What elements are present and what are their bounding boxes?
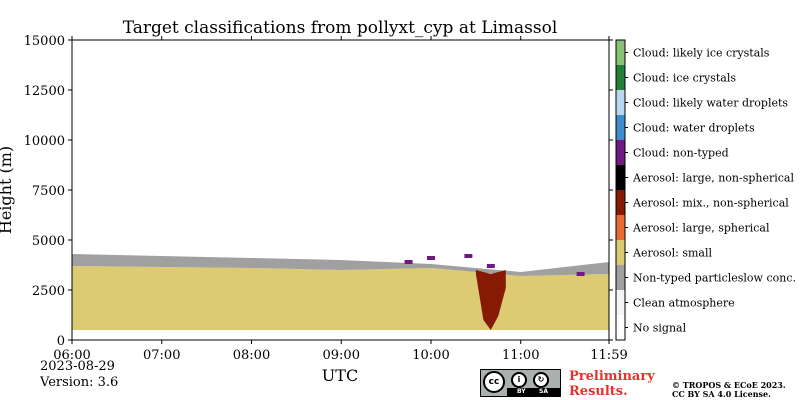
- y-tick-label: 5000: [32, 234, 65, 249]
- colorbar-swatch: [616, 65, 625, 90]
- colorbar-label: Clean atmosphere: [633, 297, 735, 310]
- colorbar-label: Aerosol: small: [632, 247, 712, 260]
- y-tick-label: 15000: [24, 34, 65, 49]
- colorbar-label: Aerosol: large, spherical: [632, 222, 770, 235]
- y-tick-label: 2500: [32, 284, 65, 299]
- y-axis-label: Height (m): [0, 146, 15, 234]
- colorbar-label: Cloud: water droplets: [633, 122, 755, 135]
- date-label: 2023-08-29: [40, 359, 115, 374]
- series-point-cloud-non-typed: [486, 264, 495, 268]
- colorbar-swatch: [616, 115, 625, 140]
- colorbar-swatch: [616, 90, 625, 115]
- series-band-aerosol-mix-non-spherical: [475, 270, 506, 330]
- colorbar-swatch: [616, 165, 625, 190]
- colorbar-swatch: [616, 140, 625, 165]
- x-tick-label: 08:00: [233, 348, 270, 363]
- colorbar: No signal Clean atmosphere Non-typed parti…: [615, 39, 796, 341]
- colorbar-swatch: [616, 240, 625, 265]
- x-axis-label: UTC: [322, 366, 358, 385]
- cc-license-badge: cc i ↻ BY SA: [480, 369, 561, 397]
- x-tick-label: 07:00: [143, 348, 180, 363]
- chart-title: Target classifications from pollyxt_cyp …: [123, 18, 558, 38]
- series-point-cloud-non-typed: [464, 254, 473, 258]
- colorbar-frame: [615, 39, 626, 341]
- by-attribution-icon: i: [511, 372, 527, 388]
- version-label: Version: 3.6: [40, 375, 119, 390]
- colorbar-label: Non-typed particleslow conc.: [633, 272, 796, 285]
- series-point-cloud-non-typed: [404, 260, 413, 264]
- colorbar-label: No signal: [633, 322, 687, 335]
- y-tick-label: 10000: [24, 134, 65, 149]
- colorbar-label: Cloud: ice crystals: [633, 72, 736, 85]
- cc-icon: cc: [483, 371, 505, 393]
- series-band-aerosol-small: [72, 266, 609, 330]
- colorbar-label: Cloud: likely water droplets: [633, 97, 788, 110]
- series-point-cloud-non-typed: [426, 256, 435, 260]
- preliminary-results-label: Preliminary Results.: [569, 369, 655, 399]
- license-strip: BY SA: [507, 388, 560, 396]
- x-tick-label: 06:00: [53, 348, 90, 363]
- series-point-cloud-non-typed: [576, 272, 585, 276]
- share-alike-icon: ↻: [533, 372, 549, 388]
- y-axis: 0 2500 5000 7500 10000 12500 15000: [24, 34, 613, 349]
- colorbar-swatch: [616, 315, 625, 340]
- colorbar-swatch: [616, 40, 625, 65]
- y-tick-label: 12500: [24, 84, 65, 99]
- colorbar-swatch: [616, 290, 625, 315]
- copyright-line-2: CC BY SA 4.0 License.: [672, 389, 771, 399]
- y-tick-label: 0: [57, 334, 65, 349]
- plot-area: [72, 40, 609, 340]
- copyright-line-1: © TROPOS & ECoE 2023.: [672, 380, 786, 390]
- x-tick-label: 11:59: [590, 348, 627, 363]
- x-tick-label: 10:00: [412, 348, 449, 363]
- license-sa-label: SA: [539, 388, 548, 395]
- series-band-non-typed-particleslow-conc-: [72, 254, 609, 276]
- x-tick-label: 11:00: [502, 348, 539, 363]
- y-tick-label: 7500: [32, 184, 65, 199]
- colorbar-swatch: [616, 215, 625, 240]
- colorbar-label: Cloud: likely ice crystals: [633, 47, 770, 60]
- colorbar-label: Cloud: non-typed: [633, 147, 729, 160]
- colorbar-swatch: [616, 265, 625, 290]
- colorbar-swatch: [616, 190, 625, 215]
- license-by-label: BY: [517, 388, 526, 395]
- colorbar-label: Aerosol: mix., non-spherical: [632, 197, 789, 210]
- colorbar-label: Aerosol: large, non-spherical: [632, 172, 794, 185]
- x-axis: 06:00 07:00 08:00 09:00 10:00 11:00 11:59: [53, 36, 628, 363]
- copyright-notice: © TROPOS & ECoE 2023. CC BY SA 4.0 Licen…: [672, 381, 786, 399]
- x-tick-label: 09:00: [323, 348, 360, 363]
